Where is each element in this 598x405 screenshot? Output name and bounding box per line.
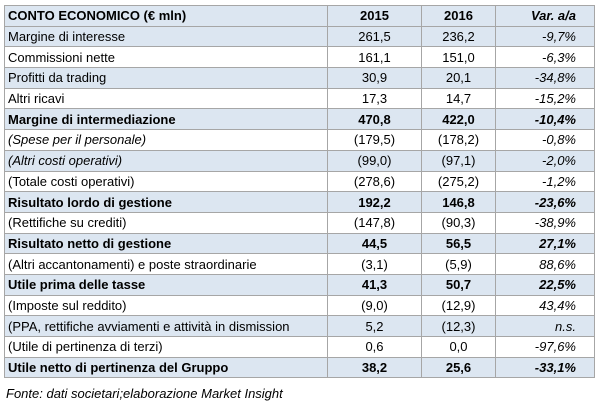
table-cell: 2015: [327, 5, 422, 27]
table-row: (PPA, rettifiche avviamenti e attività i…: [4, 315, 595, 337]
table-cell: -10,4%: [495, 108, 595, 131]
table-cell: -38,9%: [495, 211, 595, 234]
table-cell: (Utile di pertinenza di terzi): [4, 336, 328, 358]
table-cell: 22,5%: [495, 273, 595, 296]
table-cell: (9,0): [327, 294, 422, 317]
table-cell: (Rettifiche su crediti): [4, 211, 328, 234]
table-row: Margine di interesse 261,5 236,2 -9,7%: [4, 25, 595, 48]
table-row: Utile netto di pertinenza del Gruppo 38,2…: [4, 356, 595, 379]
table-row: (Altri costi operativi) (99,0) (97,1) -2,0%: [4, 149, 595, 172]
table-cell: (12,3): [421, 315, 496, 337]
table-cell: 146,8: [421, 191, 496, 213]
table-cell: 422,0: [421, 108, 496, 131]
table-row: Risultato lordo di gestione 192,2 146,8 -23…: [4, 191, 595, 213]
table-cell: Risultato lordo di gestione: [4, 191, 328, 213]
table-body: CONTO ECONOMICO (€ mln) 2015 2016 Var. a/a M…: [4, 5, 595, 379]
table-cell: -34,8%: [495, 67, 595, 89]
table-cell: (Spese per il personale): [4, 129, 328, 151]
table-row: Risultato netto di gestione 44,5 56,5 27,1%: [4, 232, 595, 255]
table-cell: (Altri accantonamenti) e poste straordin…: [4, 253, 328, 275]
table-cell: Utile prima delle tasse: [4, 273, 328, 296]
table-cell: 0,6: [327, 336, 422, 358]
table-cell: 41,3: [327, 273, 422, 296]
table-cell: 25,6: [421, 356, 496, 379]
table-cell: (Imposte sul reddito): [4, 294, 328, 317]
table-row: Profitti da trading 30,9 20,1 -34,8%: [4, 67, 595, 89]
table-cell: (147,8): [327, 211, 422, 234]
table-row: (Totale costi operativi) (278,6) (275,2) -1…: [4, 170, 595, 193]
table-cell: (Altri costi operativi): [4, 149, 328, 172]
table-cell: CONTO ECONOMICO (€ mln): [4, 5, 328, 27]
source-note: Fonte: dati societari;elaborazione Marke…: [6, 386, 283, 401]
table-cell: -23,6%: [495, 191, 595, 213]
table-cell: -2,0%: [495, 149, 595, 172]
table-cell: (5,9): [421, 253, 496, 275]
table-cell: Altri ricavi: [4, 87, 328, 110]
table-cell: 17,3: [327, 87, 422, 110]
table-cell: 88,6%: [495, 253, 595, 275]
table-cell: 161,1: [327, 46, 422, 69]
table-row: (Altri accantonamenti) e poste straordin…: [4, 253, 595, 275]
table-cell: (PPA, rettifiche avviamenti e attività i…: [4, 315, 328, 337]
table-row: (Rettifiche su crediti) (147,8) (90,3) -38,…: [4, 211, 595, 234]
table-cell: 30,9: [327, 67, 422, 89]
table-cell: (3,1): [327, 253, 422, 275]
table-cell: Margine di intermediazione: [4, 108, 328, 131]
table-cell: 5,2: [327, 315, 422, 337]
table-row: Commissioni nette 161,1 151,0 -6,3%: [4, 46, 595, 69]
table-cell: 261,5: [327, 25, 422, 48]
table-cell: (97,1): [421, 149, 496, 172]
table-cell: Commissioni nette: [4, 46, 328, 69]
table-row: (Utile di pertinenza di terzi) 0,6 0,0 -97,…: [4, 336, 595, 358]
table-cell: 151,0: [421, 46, 496, 69]
table-cell: 27,1%: [495, 232, 595, 255]
table-cell: (90,3): [421, 211, 496, 234]
table-cell: -15,2%: [495, 87, 595, 110]
table-cell: (278,6): [327, 170, 422, 193]
table-row: (Imposte sul reddito) (9,0) (12,9) 43,4%: [4, 294, 595, 317]
table-cell: Margine di interesse: [4, 25, 328, 48]
table-cell: -6,3%: [495, 46, 595, 69]
table-cell: 50,7: [421, 273, 496, 296]
table-cell: (179,5): [327, 129, 422, 151]
table-cell: 14,7: [421, 87, 496, 110]
table-cell: 236,2: [421, 25, 496, 48]
table-cell: 470,8: [327, 108, 422, 131]
table-cell: 192,2: [327, 191, 422, 213]
table-cell: Profitti da trading: [4, 67, 328, 89]
table-cell: 44,5: [327, 232, 422, 255]
table-cell: 38,2: [327, 356, 422, 379]
table-cell: 20,1: [421, 67, 496, 89]
table-cell: (178,2): [421, 129, 496, 151]
table-cell: (12,9): [421, 294, 496, 317]
table-cell: 43,4%: [495, 294, 595, 317]
table-cell: 2016: [421, 5, 496, 27]
table-cell: -97,6%: [495, 336, 595, 358]
table-cell: Var. a/a: [495, 5, 595, 27]
table-cell: n.s.: [495, 315, 595, 337]
table-cell: -1,2%: [495, 170, 595, 193]
table-row: (Spese per il personale) (179,5) (178,2) -0…: [4, 129, 595, 151]
table-row: Altri ricavi 17,3 14,7 -15,2%: [4, 87, 595, 110]
table-cell: Utile netto di pertinenza del Gruppo: [4, 356, 328, 379]
table-row: Utile prima delle tasse 41,3 50,7 22,5%: [4, 273, 595, 296]
table-row: Margine di intermediazione 470,8 422,0 -10,…: [4, 108, 595, 131]
table-cell: -0,8%: [495, 129, 595, 151]
table-cell: -9,7%: [495, 25, 595, 48]
table-cell: 0,0: [421, 336, 496, 358]
table-row: CONTO ECONOMICO (€ mln) 2015 2016 Var. a/a: [4, 5, 595, 27]
table-cell: 56,5: [421, 232, 496, 255]
table-cell: Risultato netto di gestione: [4, 232, 328, 255]
table-cell: -33,1%: [495, 356, 595, 379]
table-cell: (Totale costi operativi): [4, 170, 328, 193]
table-cell: (275,2): [421, 170, 496, 193]
income-table: CONTO ECONOMICO (€ mln) 2015 2016 Var. a/a M…: [4, 5, 595, 379]
table-cell: (99,0): [327, 149, 422, 172]
